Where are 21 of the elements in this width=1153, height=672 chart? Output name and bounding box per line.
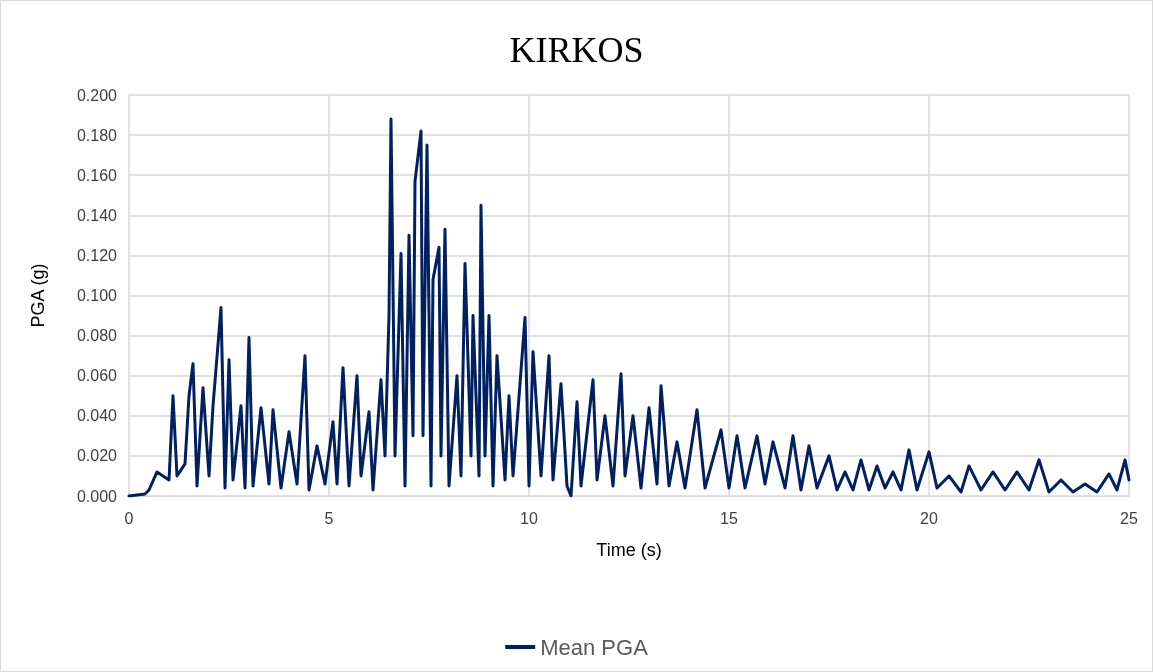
y-tick-label: 0.200 bbox=[76, 86, 118, 104]
x-tick-label: 10 bbox=[520, 509, 538, 527]
x-tick-label: 20 bbox=[920, 509, 938, 527]
y-tick-label: 0.140 bbox=[76, 206, 118, 224]
legend-label: Mean PGA bbox=[540, 634, 649, 660]
chart-title: KIRKOS bbox=[509, 30, 644, 70]
y-tick-label: 0.000 bbox=[76, 487, 118, 505]
y-tick-label: 0.160 bbox=[76, 166, 118, 184]
y-tick-label: 0.100 bbox=[76, 287, 118, 304]
x-tick-label: 15 bbox=[720, 509, 738, 527]
y-tick-label: 0.120 bbox=[76, 246, 118, 264]
x-tick-label: 25 bbox=[1120, 509, 1138, 527]
y-tick-label: 0.060 bbox=[76, 367, 118, 385]
y-tick-label: 0.040 bbox=[76, 407, 118, 425]
x-tick-label: 0 bbox=[124, 509, 134, 527]
y-tick-label: 0.180 bbox=[76, 126, 118, 144]
y-tick-label: 0.080 bbox=[76, 327, 118, 345]
y-tick-label: 0.020 bbox=[76, 447, 118, 465]
x-axis-title: Time (s) bbox=[596, 540, 662, 560]
y-axis-title: PGA (g) bbox=[28, 263, 48, 328]
x-tick-label: 5 bbox=[324, 509, 334, 527]
